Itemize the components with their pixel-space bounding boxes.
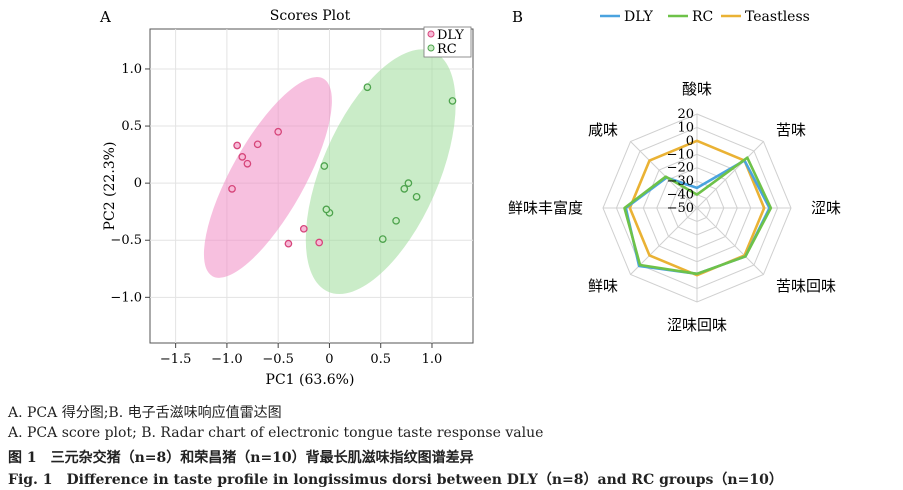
radar-axis-label: 涩味回味	[667, 316, 727, 334]
x-tick-label: 0.5	[370, 352, 391, 367]
radar-axis-label: 咸味	[588, 121, 618, 139]
radar-axis-label: 苦味	[776, 121, 806, 139]
radar-axis-label: 鲜味	[588, 277, 618, 295]
ellipse-rc	[305, 49, 456, 295]
pca-scores-plot: A Scores Plot −1.5 −1.0 −0.5 0 0.5 1.0 1.0 0.5 0…	[99, 8, 474, 388]
caption-line-3: 图 1 三元杂交猪（n=8）和荣昌猪（n=10）背最长肌滋味指纹图谱差异	[8, 450, 474, 466]
point-dly	[253, 140, 262, 149]
radar-spoke	[630, 141, 698, 209]
caption-line-1: A. PCA 得分图;B. 电子舌滋味响应值雷达图	[8, 405, 282, 421]
point-rc	[363, 83, 372, 92]
point-rc	[322, 205, 331, 214]
point-rc	[448, 97, 457, 105]
y-tick-label: 0	[134, 176, 142, 191]
score-points	[228, 83, 457, 248]
radial-tick-label: 0	[686, 134, 694, 149]
chart-a-title: Scores Plot	[270, 8, 351, 24]
point-rc	[404, 179, 413, 187]
point-dly	[284, 239, 293, 248]
point-rc	[378, 235, 387, 243]
point-rc	[320, 162, 329, 170]
point-rc	[400, 185, 409, 193]
point-rc	[412, 192, 421, 201]
y-axis-label: PC2 (22.3%)	[102, 142, 118, 231]
legend-label-rc: RC	[692, 9, 713, 25]
legend-label-dly: DLY	[437, 28, 464, 43]
x-tick-label: −0.5	[262, 352, 294, 367]
radar-spoke	[696, 207, 764, 275]
radar-legend: DLY RC Teastless	[600, 9, 810, 25]
point-dly	[233, 141, 242, 150]
legend-label-dly: DLY	[624, 9, 654, 25]
point-rc	[392, 216, 400, 225]
radar-series	[623, 139, 773, 277]
radar-axis-label: 酸味	[682, 80, 712, 98]
y-tick-label: 0.5	[121, 119, 142, 134]
radial-tick-label: −40	[667, 188, 694, 203]
confidence-ellipses	[203, 49, 456, 295]
caption-line-4: Fig. 1 Difference in taste profile in lo…	[8, 472, 783, 488]
legend: DLY RC	[423, 26, 472, 58]
radar-spoke	[696, 141, 764, 209]
x-tick-label: −1.5	[160, 352, 192, 367]
radial-tick-label: 10	[677, 120, 694, 135]
legend-label-teastless: Teastless	[745, 9, 810, 25]
x-tick-label: −1.0	[211, 352, 243, 367]
point-dly	[315, 238, 324, 247]
radar-series-teastless	[628, 139, 766, 277]
point-dly	[243, 159, 252, 168]
point-dly	[299, 224, 308, 233]
radial-tick-label: 20	[677, 107, 694, 122]
radar-axis-label: 鲜味丰富度	[508, 199, 583, 217]
y-tick-label: −0.5	[110, 233, 142, 248]
axis-ticks: −1.5 −1.0 −0.5 0 0.5 1.0 1.0 0.5 0 −0.5 −1.0	[110, 62, 442, 367]
legend-marker-rc	[427, 44, 435, 52]
radar-axis-label: 苦味回味	[776, 277, 836, 295]
legend-marker-dly	[427, 30, 435, 38]
point-dly	[274, 127, 283, 136]
radial-tick-label: −10	[667, 147, 694, 162]
x-tick-label: 1.0	[422, 352, 443, 367]
radial-tick-label: −20	[667, 161, 694, 176]
radial-tick-label: −50	[667, 201, 694, 216]
y-tick-label: −1.0	[110, 290, 142, 305]
radial-tick-label: −30	[667, 174, 694, 189]
radar-chart: B DLY RC Teastless 20100−10−20−30−40−50 …	[508, 8, 841, 334]
caption-line-2: A. PCA score plot; B. Radar chart of ele…	[8, 425, 544, 441]
radar-axis-label: 涩味	[811, 199, 841, 217]
ellipse-dly	[203, 77, 332, 278]
panel-a-label: A	[99, 8, 111, 26]
radar-spoke	[630, 207, 698, 275]
x-tick-label: 0	[325, 352, 333, 367]
panel-b-label: B	[512, 8, 523, 26]
point-dly	[238, 153, 247, 161]
x-axis-label: PC1 (63.6%)	[266, 372, 355, 388]
legend-label-rc: RC	[437, 42, 457, 57]
point-dly	[228, 185, 236, 193]
radar-series-rc	[623, 156, 773, 276]
y-tick-label: 1.0	[121, 62, 142, 77]
